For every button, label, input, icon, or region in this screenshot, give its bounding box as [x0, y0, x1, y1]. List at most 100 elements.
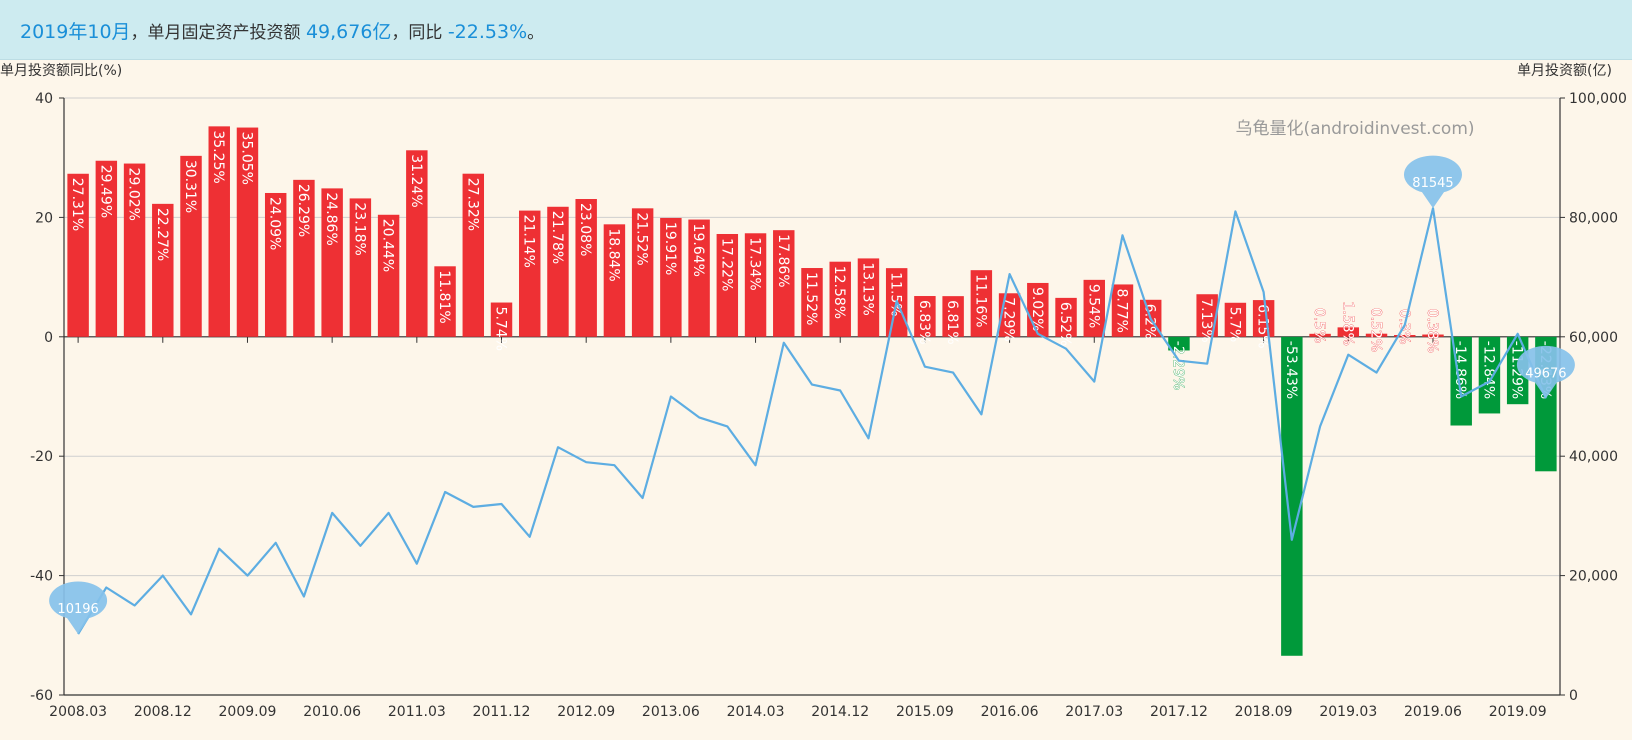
left-tick-label: -20 — [30, 449, 53, 465]
bar — [1252, 300, 1275, 337]
bar-label: 6.83% — [916, 300, 932, 344]
max-min-marker — [49, 581, 108, 635]
bar-label: 30.31% — [182, 160, 198, 213]
bar — [1196, 294, 1218, 337]
bar — [293, 179, 315, 337]
bar — [660, 217, 682, 337]
left-tick-label: 40 — [35, 91, 53, 107]
x-tick-label: 2019.09 — [1489, 704, 1547, 720]
bar-label: 12.58% — [831, 266, 847, 319]
bar — [377, 214, 400, 337]
x-tick-label: 2017.12 — [1150, 704, 1208, 720]
bar — [547, 206, 569, 337]
bar-label: -11.29% — [1509, 341, 1525, 399]
bar — [716, 233, 739, 337]
summary-yoy: -22.53% — [447, 21, 528, 43]
bar — [1478, 336, 1501, 414]
bar-label: -2.29% — [1170, 341, 1186, 391]
bar-label: 21.14% — [521, 215, 537, 268]
x-tick-label: 2014.03 — [727, 704, 785, 720]
bar-label: 24.09% — [267, 197, 283, 250]
bar — [575, 199, 597, 337]
x-tick-label: 2011.03 — [388, 704, 446, 720]
bar — [95, 160, 118, 337]
bar — [801, 268, 823, 337]
right-tick-label: 40,000 — [1569, 449, 1618, 465]
left-tick-label: 0 — [44, 330, 53, 346]
bar — [67, 173, 89, 337]
summary-end: 。 — [527, 23, 545, 43]
bar-label: 21.52% — [634, 212, 650, 265]
bar — [519, 210, 541, 337]
max-min-marker — [1403, 155, 1462, 209]
bar — [264, 192, 287, 337]
bar-label: 11.16% — [972, 274, 988, 327]
max-min-marker — [1516, 345, 1575, 399]
bar — [349, 198, 372, 337]
x-tick-label: 2008.12 — [134, 704, 192, 720]
bar — [321, 188, 343, 337]
bar-label: 17.86% — [775, 234, 791, 287]
x-tick-label: 2015.09 — [896, 704, 954, 720]
bar-label: -12.84% — [1480, 341, 1496, 399]
bar — [434, 266, 456, 337]
bar — [1365, 333, 1388, 337]
bar-label: 27.32% — [464, 178, 480, 231]
bar — [914, 296, 936, 337]
bar — [942, 296, 964, 337]
bar-label: 17.22% — [718, 238, 734, 291]
bar — [123, 163, 146, 337]
left-axis-title: 单月投资额同比(%) — [0, 63, 123, 79]
bar — [1394, 335, 1416, 337]
bar-label: 7.13% — [1198, 298, 1214, 342]
right-axis-title: 单月投资额(亿) — [1517, 63, 1612, 79]
x-tick-label: 2013.06 — [642, 704, 700, 720]
bar-label: 18.84% — [605, 228, 621, 281]
right-tick-label: 60,000 — [1569, 330, 1618, 346]
bar-label: 11.52% — [803, 272, 819, 325]
left-tick-label: -40 — [30, 569, 53, 585]
bar-label: 5.7% — [1226, 307, 1242, 343]
bar-label: -14.86% — [1452, 341, 1468, 399]
bar-label: 6.81% — [944, 300, 960, 344]
bar-label: 6.52% — [1057, 302, 1073, 346]
bar-label: 9.54% — [1085, 284, 1101, 328]
marker-label: 81545 — [1412, 176, 1453, 191]
bar — [1224, 302, 1247, 337]
bar — [773, 230, 795, 337]
bar — [1083, 279, 1105, 337]
right-tick-label: 80,000 — [1569, 210, 1618, 226]
summary-header: 2019年10月，单月固定资产投资额 49,676亿，同比 -22.53%。 — [0, 0, 1632, 60]
right-tick-label: 20,000 — [1569, 569, 1618, 585]
marker-label: 10196 — [57, 602, 98, 617]
bar — [1281, 336, 1303, 656]
bar-label: 31.24% — [408, 154, 424, 207]
bar-label: 19.64% — [690, 224, 706, 277]
bar — [603, 224, 626, 337]
bar — [688, 219, 710, 337]
bar — [1055, 297, 1077, 337]
left-tick-label: -60 — [30, 688, 53, 704]
bar-label: 17.34% — [747, 237, 763, 290]
right-tick-label: 100,000 — [1569, 91, 1627, 107]
x-tick-label: 2011.12 — [473, 704, 531, 720]
bar — [1309, 333, 1331, 337]
bar-label: 35.25% — [210, 130, 226, 183]
bar-label: 29.02% — [126, 168, 142, 221]
summary-amount: 49,676亿 — [305, 21, 392, 43]
bar — [406, 150, 428, 337]
summary-label: ，单月固定资产投资额 — [130, 23, 306, 43]
bar — [857, 258, 880, 337]
bar — [631, 208, 654, 337]
bar — [1168, 336, 1190, 351]
x-tick-label: 2019.06 — [1404, 704, 1462, 720]
bar-label: 23.18% — [351, 202, 367, 255]
bar — [236, 127, 259, 337]
bar-label: 0.38% — [1424, 309, 1440, 353]
summary-month: 2019年10月 — [20, 21, 131, 43]
bar-label: 9.02% — [1029, 287, 1045, 331]
summary-text: 2019年10月，单月固定资产投资额 49,676亿，同比 -22.53%。 — [20, 17, 544, 44]
bar-label: 35.05% — [238, 132, 254, 185]
bar-label: 0.5% — [1311, 308, 1327, 344]
